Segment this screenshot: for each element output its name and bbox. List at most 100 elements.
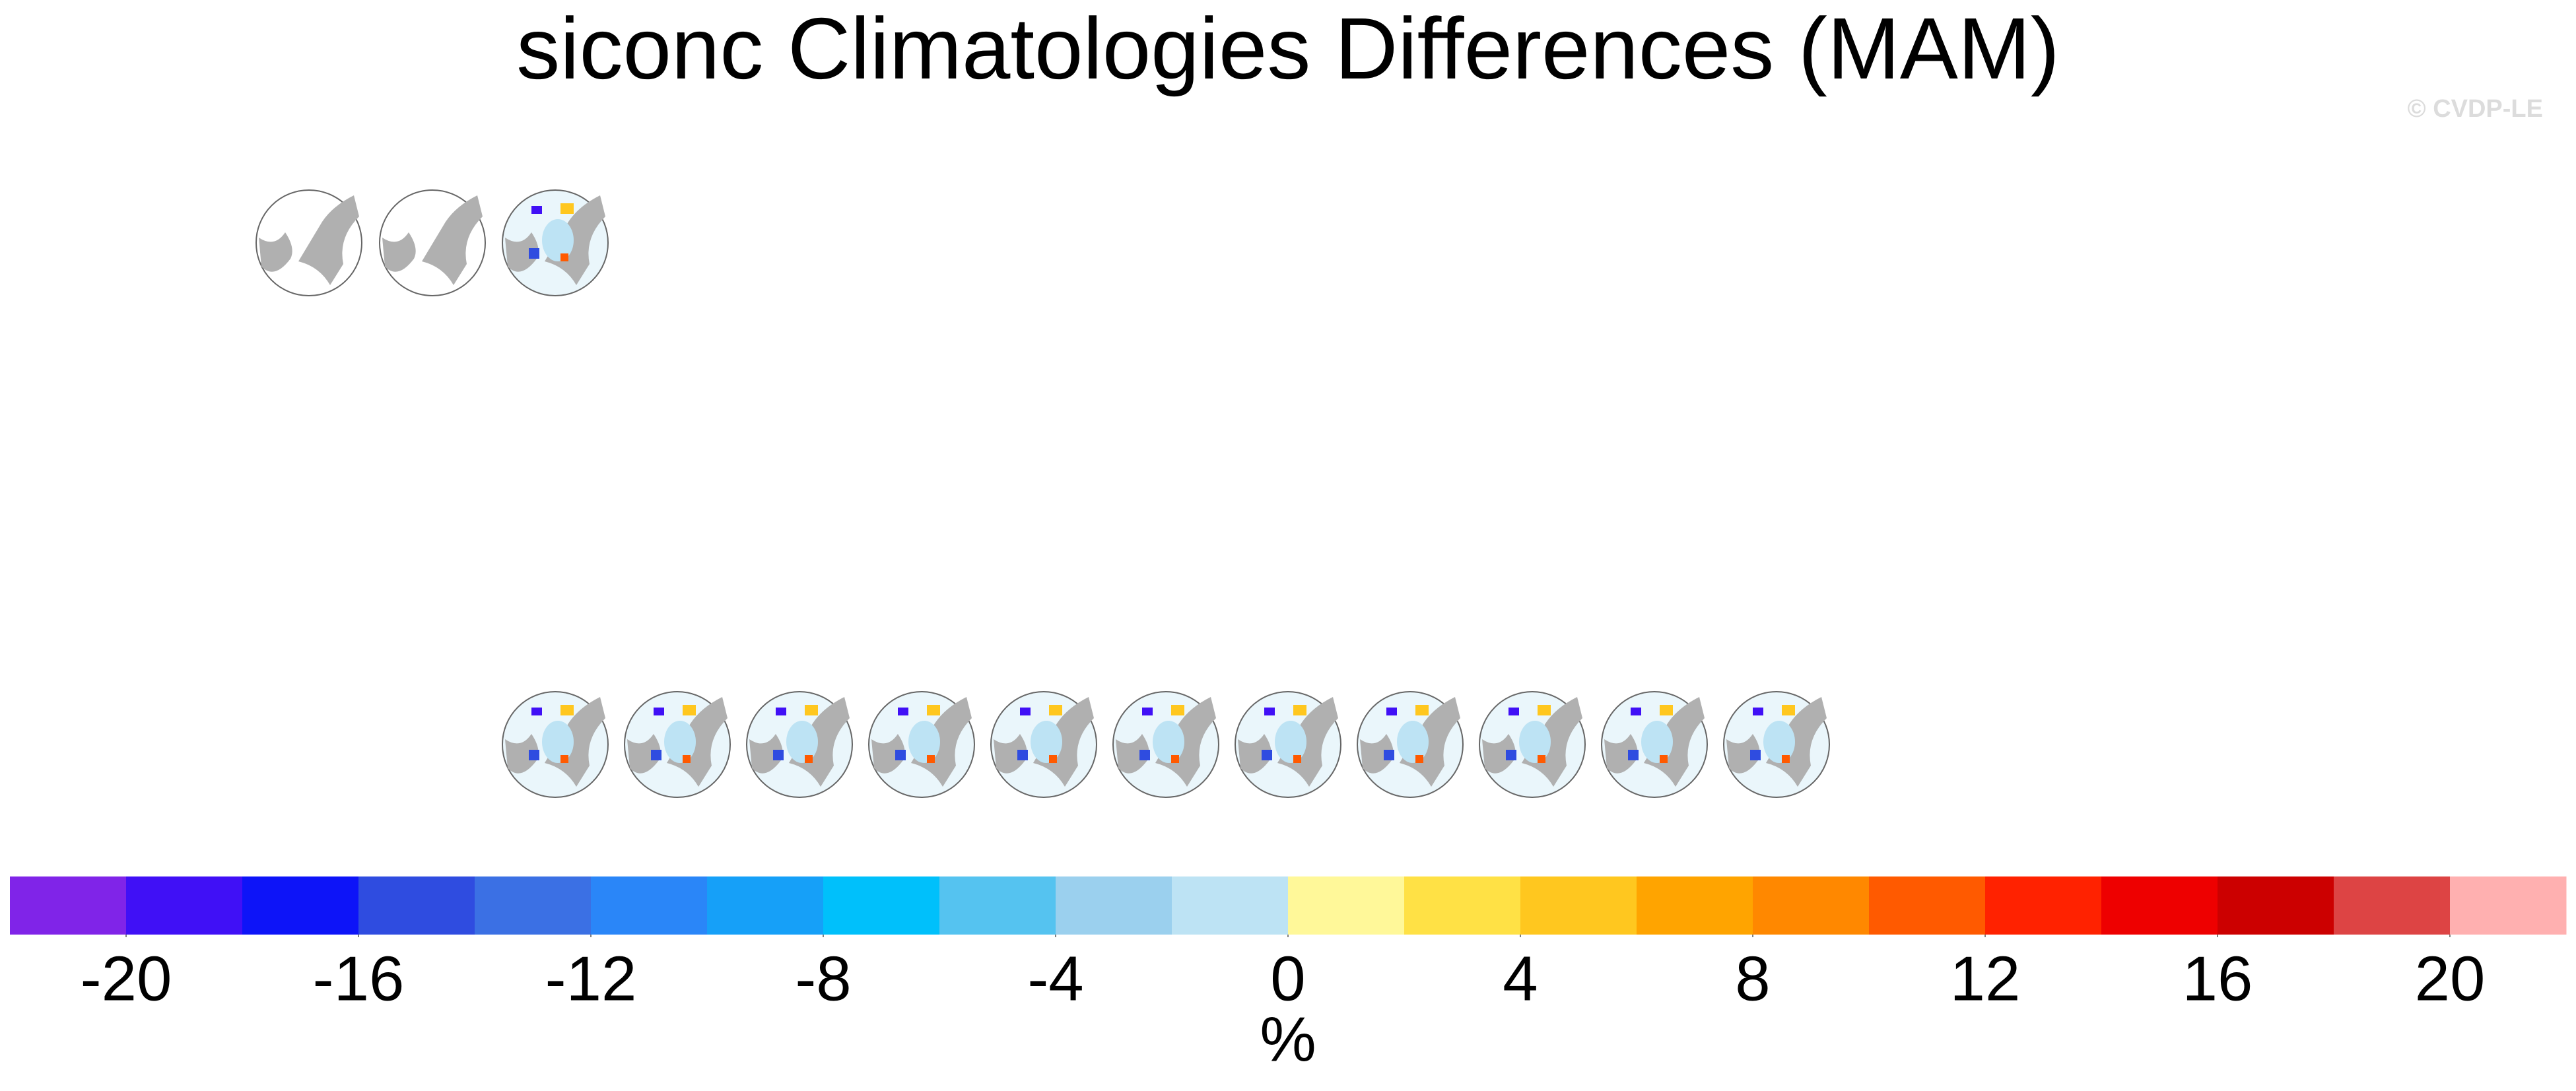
tick-label: 8 [1735,943,1770,1014]
map-patch [654,708,664,715]
colorbar-segment [939,876,1056,935]
map-land [1277,697,1338,787]
colorbar-segment [1288,876,1405,935]
map-land [1033,697,1094,787]
map-patch [683,705,696,715]
tick-label: 20 [2415,943,2486,1014]
map-patch [927,705,940,715]
map-sea-ice [542,219,574,261]
map-sea-ice [1031,721,1062,763]
map-land [1116,734,1149,774]
colorbar-segment [475,876,592,935]
watermark: © CVDP-LE [2408,95,2543,123]
colorbar-segment [1056,876,1172,935]
colorbar-label: % [1260,1004,1316,1074]
map-patch [1171,755,1179,763]
map-patch [529,750,539,760]
map-panels [255,189,1830,798]
map-patch [1386,708,1397,715]
tick-label: -20 [81,943,172,1014]
map-land [259,232,292,272]
colorbar-segment [1637,876,1753,935]
colorbar-segment [242,876,359,935]
map-patch [1506,750,1516,760]
map-land [627,734,661,774]
map-land [1604,734,1638,774]
colorbar-segment [358,876,475,935]
map-land [1766,697,1827,787]
map-sea-ice [1275,721,1306,763]
map-land [298,195,359,285]
map-patch [1020,708,1031,715]
colorbar-segment [591,876,708,935]
map-patch [560,755,568,763]
colorbar-segment [1869,876,1986,935]
map-sea-ice [786,721,818,763]
map-patch [1753,708,1763,715]
map-patch [1782,705,1795,715]
colorbar-segment [2450,876,2567,935]
map-land [1155,697,1216,787]
map-patch [898,708,908,715]
map-sea-ice [1397,721,1429,763]
map-patch [1415,755,1423,763]
map-patch [1142,708,1153,715]
map-sea-ice [1641,721,1673,763]
map-patch [1538,755,1545,763]
colorbar-segment [1404,876,1521,935]
map-land [749,734,783,774]
map-land [422,195,483,285]
map-patch [1782,755,1790,763]
tick-label: -4 [1027,943,1083,1014]
tick-label: 12 [1950,943,2021,1014]
colorbar-segment [2218,876,2334,935]
tick-label: 4 [1503,943,1538,1014]
map-land [1482,734,1516,774]
tick-label: 0 [1270,943,1305,1014]
map-patch [1293,755,1301,763]
colorbar-segment [1753,876,1870,935]
map-patch [560,203,574,214]
map-patch [560,253,568,261]
map-patch [1508,708,1519,715]
tick-label: 16 [2183,943,2253,1014]
map-sea-ice [1519,721,1551,763]
tick-label: -16 [313,943,405,1014]
map-patch [1628,750,1639,760]
map-patch [651,750,661,760]
map-patch [1049,755,1057,763]
map-patch [1171,705,1184,715]
map-land [911,697,972,787]
tick-label: -12 [545,943,637,1014]
map-land [1644,697,1705,787]
map-patch [805,705,818,715]
map-patch [1017,750,1028,760]
map-sea-ice [1763,721,1795,763]
map-patch [1660,705,1673,715]
map-land [871,734,905,774]
colorbar-segment [10,876,127,935]
map-land [505,734,539,774]
map-patch [531,708,542,715]
map-patch [1264,708,1275,715]
map-sea-ice [908,721,940,763]
map-land [1238,734,1271,774]
map-patch [1384,750,1394,760]
colorbar-segment [126,876,243,935]
map-land [789,697,850,787]
map-land [505,232,539,272]
tick-label: -8 [795,943,851,1014]
map-patch [773,750,784,760]
title: siconc Climatologies Differences (MAM) [516,0,2060,97]
map-patch [1750,750,1761,760]
map-sea-ice [542,721,574,763]
map-land [667,697,728,787]
colorbar-segment [1985,876,2102,935]
colorbar-segment [823,876,940,935]
map-land [994,734,1027,774]
map-patch [531,206,542,214]
map-patch [1293,705,1306,715]
map-patch [776,708,786,715]
